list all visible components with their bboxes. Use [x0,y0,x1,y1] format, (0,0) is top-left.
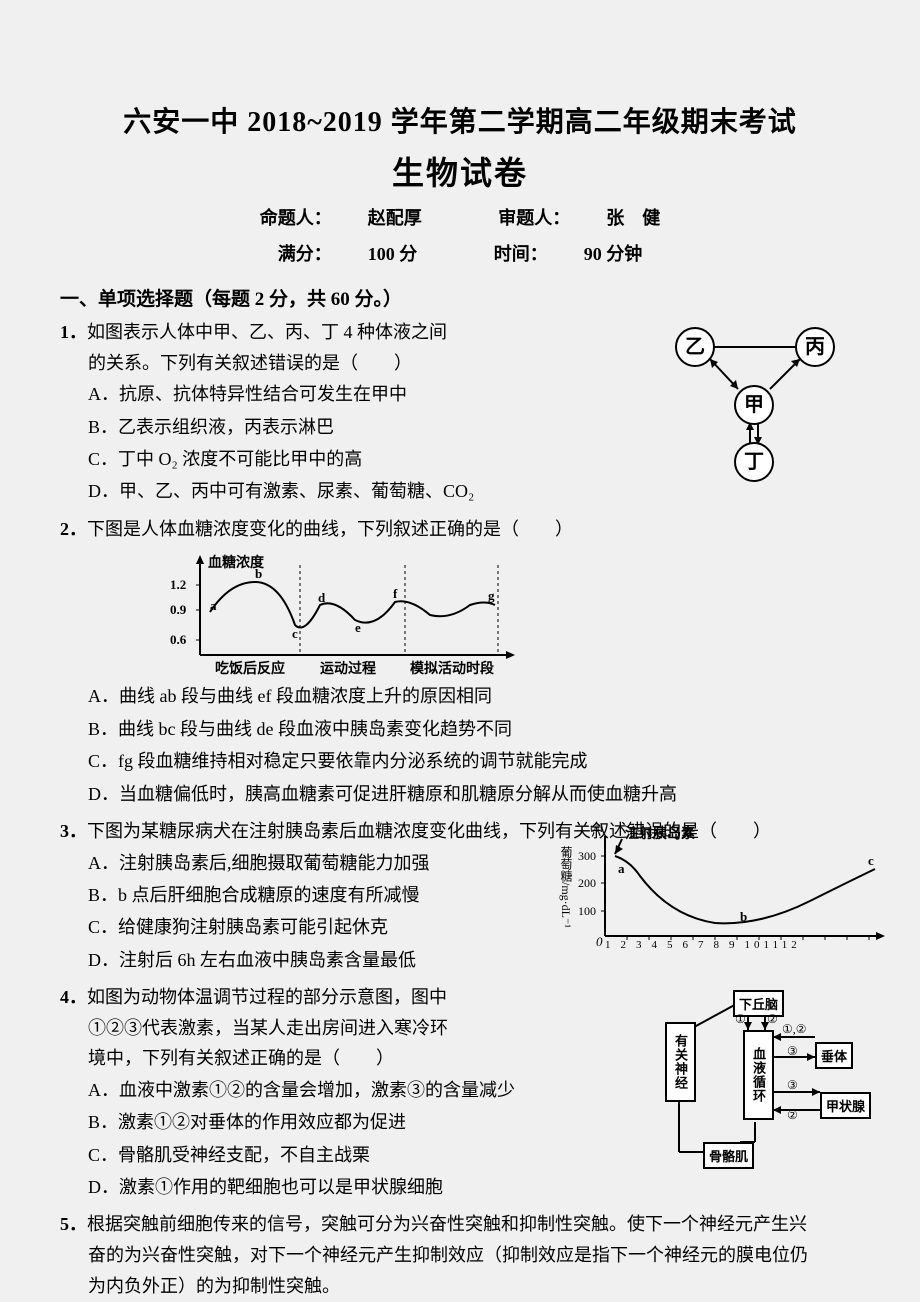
question-5: 5．根据突触前细胞传来的信号，突触可分为兴奋性突触和抑制性突触。使下一个神经元产… [60,1209,860,1301]
q3-ytick-2: 100 [578,904,596,919]
q4-node-pituitary: 垂体 [815,1042,853,1069]
q3-annotation: 注射胰岛素 [625,823,695,843]
q2-option-a: A．曲线 ab 段与曲线 ef 段血糖浓度上升的原因相同 [88,680,860,712]
q4-option-c: C．骨骼肌受神经支配，不自主战栗 [88,1139,560,1171]
meta-line-authors: 命题人： 赵配厚 审题人： 张 健 [60,204,860,230]
reviewer-name: 张 健 [606,208,660,228]
svg-text:d: d [318,590,326,605]
fullscore-label: 满分： [278,244,332,264]
q3-ytick-1: 200 [578,876,596,891]
exam-title-line1: 六安一中 2018~2019 学年第二学期高二年级期末考试 [60,100,860,140]
q3-option-d: D．注射后 6h 左右血液中胰岛素含量最低 [88,944,500,976]
svg-text:0: 0 [596,934,603,949]
question-4: 4．如图为动物体温调节过程的部分示意图，图中 ①②③代表激素，当某人走出房间进入… [60,982,860,1203]
q2-ytick-2: 0.6 [170,632,186,648]
q4-option-d: D．激素①作用的靶细胞也可以是甲状腺细胞 [88,1171,560,1203]
q4-option-a: A．血液中激素①②的含量会增加，激素③的含量减少 [88,1074,560,1106]
q4-options: A．血液中激素①②的含量会增加，激素③的含量减少 B．激素①②对垂体的作用效应都… [60,1074,560,1204]
q1-node-yi: 乙 [675,327,715,367]
meta-line-score-time: 满分： 100 分 时间： 90 分钟 [60,240,860,266]
q2-option-c: C．fg 段血糖维持相对稳定只要依靠内分泌系统的调节就能完成 [88,745,860,777]
q3-ytick-0: 300 [578,849,596,864]
svg-text:a: a [210,598,217,613]
q1-node-bing: 丙 [795,327,835,367]
svg-text:b: b [740,909,747,924]
q4-stem-2: ①②③代表激素，当某人走出房间进入寒冷环 [60,1013,560,1044]
q1-stem-line1: 如图表示人体中甲、乙、丙、丁 4 种体液之间 [87,322,447,342]
q2-stem: 下图是人体血糖浓度变化的曲线，下列叙述正确的是（ ） [87,519,573,539]
q5-stem-1: 根据突触前细胞传来的信号，突触可分为兴奋性突触和抑制性突触。使下一个神经元产生兴 [87,1214,807,1234]
q4-stem-1: 如图为动物体温调节过程的部分示意图，图中 [87,987,447,1007]
q4-node-thyroid: 甲状腺 [820,1092,871,1119]
svg-text:c: c [292,626,298,641]
q1-option-d: D．甲、乙、丙中可有激素、尿素、葡萄糖、CO₂ [88,475,530,507]
q1-option-c: C．丁中 O₂ 浓度不可能比甲中的高 [88,443,530,475]
q5-number: 5． [60,1214,87,1234]
q1-option-a: A．抗原、抗体特异性结合可发生在甲中 [88,378,530,410]
time-value: 90 分钟 [584,244,643,264]
q4-edge-2b: ② [787,1108,798,1123]
q2-xlabel-2: 模拟活动时段 [410,658,494,678]
q2-option-b: B．曲线 bc 段与曲线 de 段血液中胰岛素变化趋势不同 [88,713,860,745]
q4-diagram: 有关神经 下丘脑 血液循环 垂体 甲状腺 骨骼肌 ① ② ①,② ③ ③ ② [655,982,885,1172]
author-label: 命题人： [260,208,332,228]
q2-number: 2． [60,519,87,539]
q5-stem-2: 奋的为兴奋性突触，对下一个神经元产生抑制效应（抑制效应是指下一个神经元的膜电位仍 [60,1240,860,1271]
question-1: 1．如图表示人体中甲、乙、丙、丁 4 种体液之间 的关系。下列有关叙述错误的是（… [60,317,860,508]
fullscore-value: 100 分 [368,244,418,264]
q2-xlabel-1: 运动过程 [320,658,376,678]
q3-option-c: C．给健康狗注射胰岛素可能引起休克 [88,911,500,943]
q1-diagram: 乙 丙 甲 丁 [660,317,850,497]
section-1-heading: 一、单项选择题（每题 2 分，共 60 分。） [60,284,860,311]
q2-option-d: D．当血糖偏低时，胰高血糖素可促进肝糖原和肌糖原分解从而使血糖升高 [88,778,860,810]
q4-edge-2: ② [767,1012,778,1027]
svg-text:e: e [355,620,361,635]
q3-ylabel: 葡萄糖/mg·dL⁻¹ [558,846,575,928]
q3-options: A．注射胰岛素后,细胞摄取葡萄糖能力加强 B．b 点后肝细胞合成糖原的速度有所减… [60,847,500,977]
q3-option-a: A．注射胰岛素后,细胞摄取葡萄糖能力加强 [88,847,500,879]
time-label: 时间： [494,244,548,264]
question-3: 3．下图为某糖尿病犬在注射胰岛素后血糖浓度变化曲线，下列有关叙述错误的是（ ） … [60,816,860,976]
q4-node-blood: 血液循环 [743,1030,774,1120]
q1-option-b: B．乙表示组织液，丙表示淋巴 [88,411,530,443]
svg-text:c: c [868,853,874,868]
q5-stem-3: 为内负外正）的为抑制性突触。 [60,1271,860,1302]
q1-node-jia: 甲 [734,385,774,425]
q4-stem-3: 境中，下列有关叙述正确的是（ ） [60,1043,560,1074]
q3-option-b: B．b 点后肝细胞合成糖原的速度有所减慢 [88,879,500,911]
q2-ytick-1: 0.9 [170,602,186,618]
q3-diagram: a b c 0 注射胰岛素 葡萄糖/mg·dL⁻¹ 300 200 100 12… [560,821,890,971]
q3-xtick: 1 [605,939,621,951]
q4-edge-3b: ③ [787,1078,798,1093]
author-name: 赵配厚 [368,208,422,228]
q2-ytick-0: 1.2 [170,577,186,593]
q1-options: A．抗原、抗体特异性结合可发生在甲中 B．乙表示组织液，丙表示淋巴 C．丁中 O… [60,378,530,508]
svg-text:f: f [393,586,398,601]
q2-ylabel: 血糖浓度 [208,552,264,572]
q4-node-muscle: 骨骼肌 [703,1142,754,1169]
reviewer-label: 审题人： [498,208,570,228]
q2-xlabel-0: 吃饭后反应 [215,658,285,678]
q3-xlabel: t/h [590,821,603,836]
q4-node-nerve: 有关神经 [665,1022,696,1102]
q4-edge-1: ① [735,1012,746,1027]
q1-node-ding: 丁 [734,442,774,482]
svg-text:g: g [488,588,495,603]
q1-stem-line2: 的关系。下列有关叙述错误的是（ ） [60,348,530,379]
q1-number: 1． [60,322,87,342]
svg-text:a: a [618,861,625,876]
q4-number: 4． [60,987,87,1007]
question-2: 2．下图是人体血糖浓度变化的曲线，下列叙述正确的是（ ） a b c d e f… [60,514,860,810]
q4-option-b: B．激素①②对垂体的作用效应都为促进 [88,1106,560,1138]
q4-edge-12: ①,② [782,1022,807,1037]
q4-edge-3a: ③ [787,1044,798,1059]
exam-title-line2: 生物试卷 [60,148,860,194]
q3-number: 3． [60,821,87,841]
q2-options: A．曲线 ab 段与曲线 ef 段血糖浓度上升的原因相同 B．曲线 bc 段与曲… [60,680,860,810]
q2-diagram: a b c d e f g 血糖浓度 1.2 0.9 0.6 吃饭后反应 运动过… [160,550,520,680]
